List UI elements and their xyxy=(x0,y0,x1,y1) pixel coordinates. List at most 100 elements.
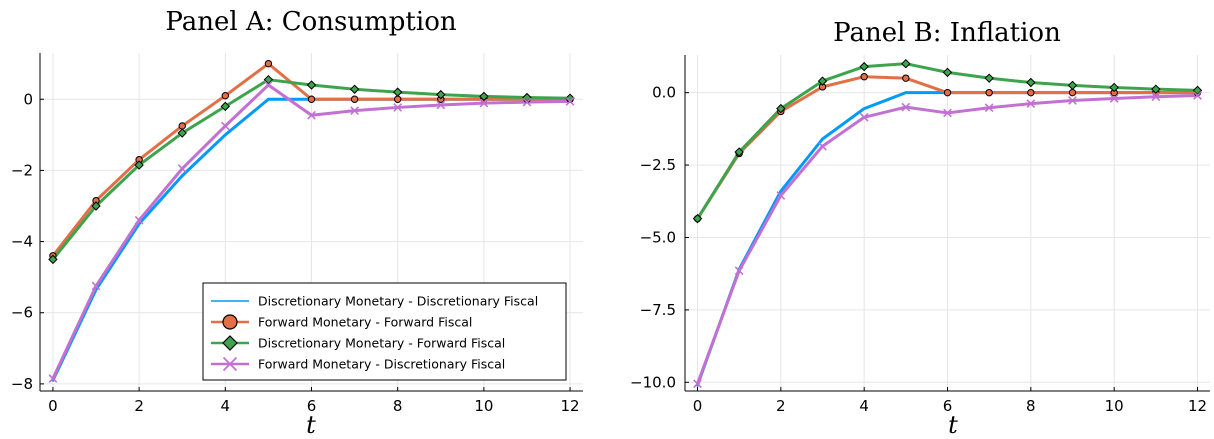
data-point xyxy=(522,97,532,107)
x-axis-label: t xyxy=(948,411,958,439)
legend-label: Forward Monetary - Discretionary Fiscal xyxy=(258,357,505,372)
y-tick-label: 0.0 xyxy=(652,84,676,102)
x-tick-label: 0 xyxy=(48,397,58,415)
data-point xyxy=(392,87,403,97)
data-point xyxy=(306,80,317,90)
x-tick-label: 2 xyxy=(776,397,786,415)
y-tick-label: −7.5 xyxy=(640,301,676,319)
data-point xyxy=(1151,84,1161,94)
data-point xyxy=(48,254,58,265)
legend: Discretionary Monetary - Discretionary F… xyxy=(202,282,567,381)
data-point xyxy=(692,213,703,224)
y-tick-label: −10.0 xyxy=(630,373,676,391)
data-point xyxy=(984,103,994,113)
data-point xyxy=(1027,88,1035,97)
data-point xyxy=(436,89,446,100)
data-point xyxy=(48,374,58,383)
x-tick-label: 4 xyxy=(859,397,869,415)
data-point xyxy=(350,95,359,103)
data-point xyxy=(734,147,744,157)
data-point xyxy=(134,160,144,170)
data-point xyxy=(349,84,360,94)
y-tick-label: −8 xyxy=(11,375,33,393)
data-point xyxy=(942,67,953,78)
data-point xyxy=(565,97,575,106)
data-point xyxy=(307,110,316,120)
data-point xyxy=(1068,88,1077,97)
y-tick-label: −6 xyxy=(11,304,33,322)
data-point xyxy=(776,103,786,114)
data-point xyxy=(1026,77,1036,88)
y-tick-label: −5.0 xyxy=(640,228,676,246)
legend-marker xyxy=(222,356,238,372)
data-point xyxy=(91,281,101,291)
x-axis-label: t xyxy=(306,411,316,439)
panel-title: Panel A: Consumption xyxy=(165,7,456,37)
data-point xyxy=(1151,92,1161,102)
legend-marker xyxy=(222,335,238,351)
legend-item-forward-monetary-discretionary-fiscal: Forward Monetary - Discretionary Fiscal xyxy=(211,357,505,372)
data-point xyxy=(776,191,786,200)
data-point xyxy=(1109,82,1119,93)
data-point xyxy=(859,112,869,122)
legend-item-discretionary-monetary-forward-fiscal: Discretionary Monetary - Forward Fiscal xyxy=(211,335,505,351)
data-point xyxy=(264,59,273,68)
panel-a-consumption: Panel A: Consumption 0 2 4 6 8 10 12 −8 −6 −4 −2 0 t D… xyxy=(11,7,583,439)
data-point xyxy=(943,108,952,118)
data-point xyxy=(220,121,230,131)
data-point xyxy=(1193,91,1202,100)
data-point xyxy=(985,88,993,97)
x-tick-label: 6 xyxy=(943,397,953,415)
data-point xyxy=(1026,99,1036,109)
series-group xyxy=(48,59,575,383)
data-point xyxy=(177,164,187,173)
data-point xyxy=(436,100,446,110)
data-point xyxy=(693,379,702,389)
x-tick-label: 8 xyxy=(1026,397,1036,415)
data-point xyxy=(901,58,911,69)
y-tick-label: 0 xyxy=(23,90,33,108)
x-tick-label: 12 xyxy=(1188,397,1207,415)
data-point xyxy=(220,101,231,112)
data-point xyxy=(902,74,910,82)
data-point xyxy=(943,88,952,97)
legend-item-discretionary-monetary-discretionary-fiscal: Discretionary Monetary - Discretionary F… xyxy=(211,294,538,309)
data-point xyxy=(479,91,489,102)
data-point xyxy=(393,95,402,103)
x-tick-label: 2 xyxy=(134,397,144,415)
data-point xyxy=(263,74,274,85)
data-point xyxy=(818,141,827,151)
data-point xyxy=(1192,85,1203,96)
legend-marker xyxy=(222,314,238,330)
x-tick-label: 12 xyxy=(561,397,580,415)
x-tick-label: 0 xyxy=(693,397,703,415)
x-tick-label: 10 xyxy=(1105,397,1124,415)
legend-label: Forward Monetary - Forward Fiscal xyxy=(258,315,472,330)
data-point xyxy=(350,106,359,116)
data-point xyxy=(901,102,911,112)
x-tick-label: 4 xyxy=(221,397,231,415)
data-point xyxy=(264,80,273,90)
data-point xyxy=(134,215,144,225)
legend-label: Discretionary Monetary - Discretionary F… xyxy=(258,294,538,309)
x-tick-label: 8 xyxy=(393,397,403,415)
data-point xyxy=(859,61,869,72)
x-tick-label: 6 xyxy=(307,397,317,415)
panel-title: Panel B: Inflation xyxy=(833,18,1061,48)
data-point xyxy=(221,91,230,100)
legend-item-forward-monetary-forward-fiscal: Forward Monetary - Forward Fiscal xyxy=(211,314,472,330)
legend-label: Discretionary Monetary - Forward Fiscal xyxy=(258,336,505,351)
data-point xyxy=(1109,94,1119,103)
data-point xyxy=(1067,80,1078,91)
data-point xyxy=(817,76,828,86)
data-point xyxy=(307,95,316,103)
data-point xyxy=(393,103,403,112)
panel-b-inflation: Panel B: Inflation 0 2 4 6 8 10 12 −10.0 −7.5 −5.0… xyxy=(630,18,1210,439)
y-tick-label: −2 xyxy=(11,161,33,179)
data-point xyxy=(177,128,187,138)
data-point xyxy=(178,122,186,130)
y-tick-label: −2.5 xyxy=(640,156,676,174)
series-group xyxy=(692,58,1203,389)
data-point xyxy=(734,266,744,276)
